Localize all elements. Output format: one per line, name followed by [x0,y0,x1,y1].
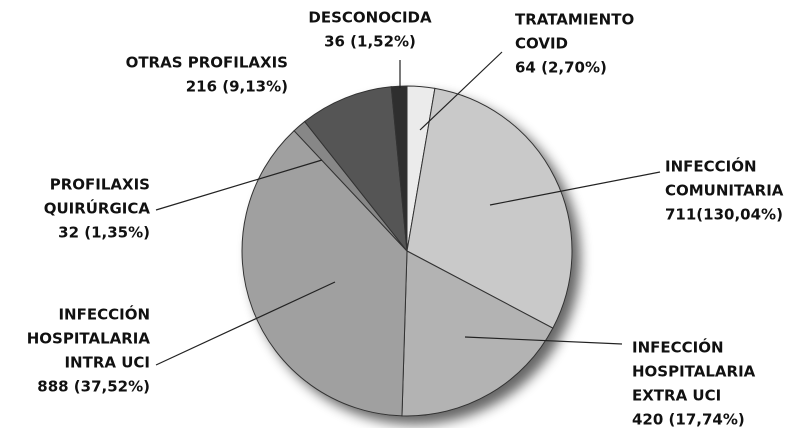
value-label: 32 (1,35%) [58,224,150,242]
slice-label: INTRA UCI [64,354,150,372]
value-label: 216 (9,13%) [186,78,288,96]
leader-line [464,336,623,345]
pie-slice [390,85,408,252]
leader-line [419,51,503,131]
value-label: 888 (37,52%) [37,378,150,396]
value-label: 711(130,04%) [665,206,783,224]
slice-label: HOSPITALARIA [632,363,756,381]
slice-label: INFECCIÓN [632,338,724,357]
slice-label: INFECCIÓN [58,305,150,324]
slice-label: TRATAMIENTO [515,11,634,29]
slice-label: QUIRÚRGICA [44,199,151,218]
slice-label: COMUNITARIA [665,182,784,200]
leader-line [155,159,323,211]
value-label: 64 (2,70%) [515,59,607,77]
pie-slice [406,87,573,329]
value-label: 420 (17,74%) [632,411,745,428]
pie [241,85,573,417]
slice-label: PROFILAXIS [50,176,150,194]
value-label: 36 (1,52%) [324,33,416,51]
slice-label: HOSPITALARIA [27,330,151,348]
pie-slice [303,86,408,253]
slice-label: COVID [515,35,568,53]
leader-line [155,281,336,366]
leader-line [489,171,661,206]
pie-slice [401,250,554,417]
slice-label: INFECCIÓN [665,157,757,176]
pie-slice [241,130,408,417]
slice-label: OTRAS PROFILAXIS [126,54,288,72]
slice-label: DESCONOCIDA [308,9,432,27]
slice-label: EXTRA UCI [632,387,721,405]
